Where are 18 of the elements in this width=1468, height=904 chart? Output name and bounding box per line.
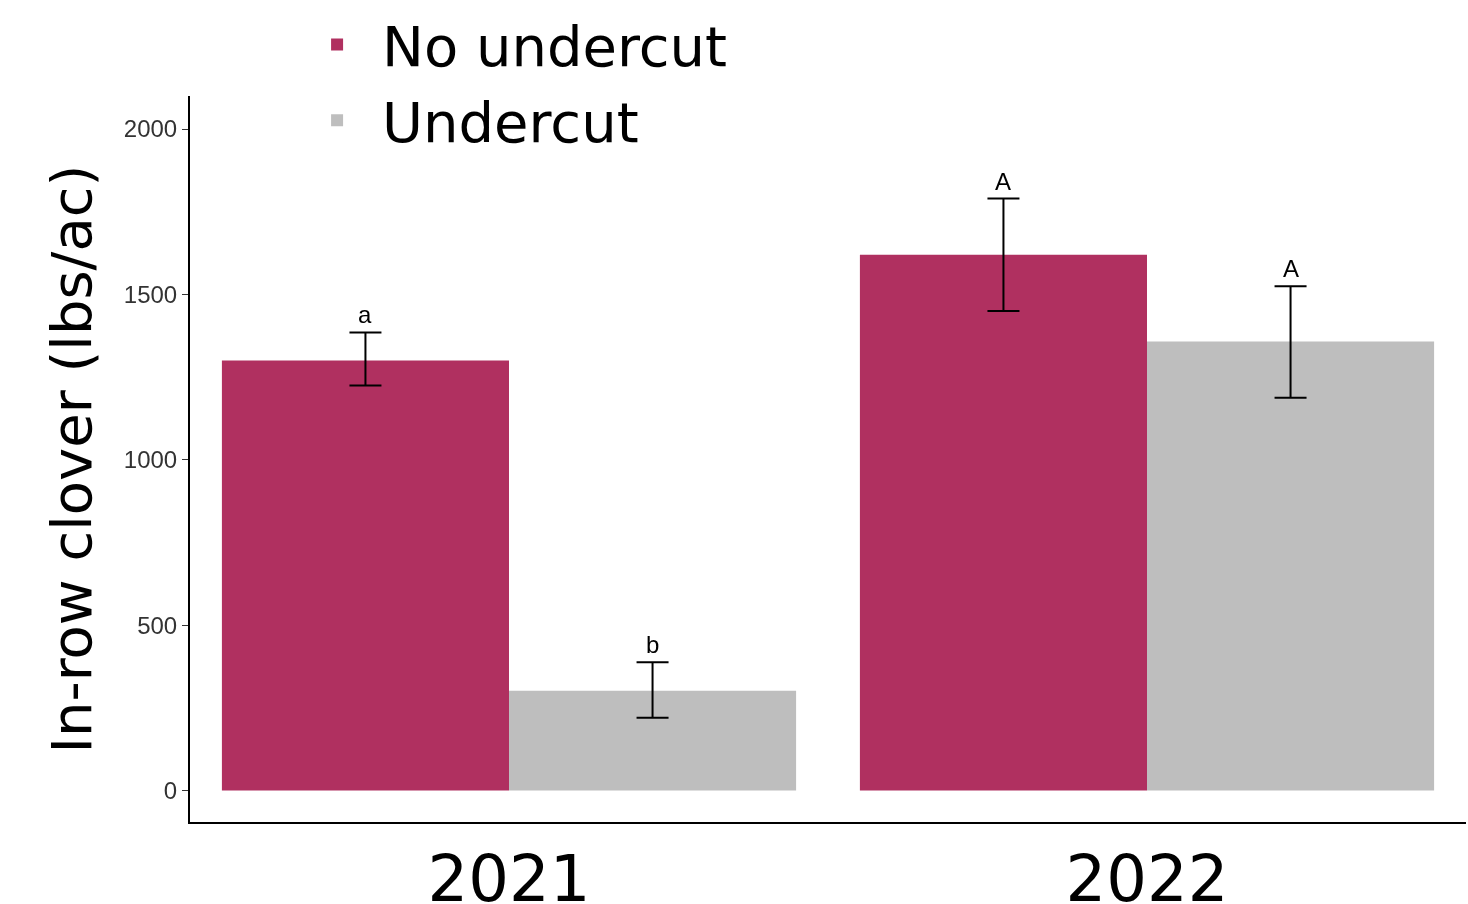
x-tick-label: 2022	[1065, 841, 1229, 904]
y-axis-title: In-row clover (lbs/ac)	[39, 164, 105, 754]
y-tick-label: 1000	[123, 446, 178, 474]
annotation: b	[646, 631, 660, 658]
y-tick-label: 0	[163, 776, 178, 804]
y-tick-label: 2000	[123, 115, 178, 143]
annotation: A	[995, 168, 1012, 195]
annotation: A	[1283, 255, 1300, 282]
y-tick-label: 500	[137, 611, 178, 639]
legend-label: Undercut	[382, 90, 639, 156]
x-tick-label: 2021	[427, 841, 591, 904]
legend-label: No undercut	[382, 14, 728, 80]
annotation: a	[358, 301, 372, 328]
bar	[859, 254, 1147, 791]
bar	[221, 360, 509, 791]
y-tick-label: 1500	[123, 280, 178, 308]
bar	[1147, 341, 1435, 791]
bar	[509, 690, 797, 791]
